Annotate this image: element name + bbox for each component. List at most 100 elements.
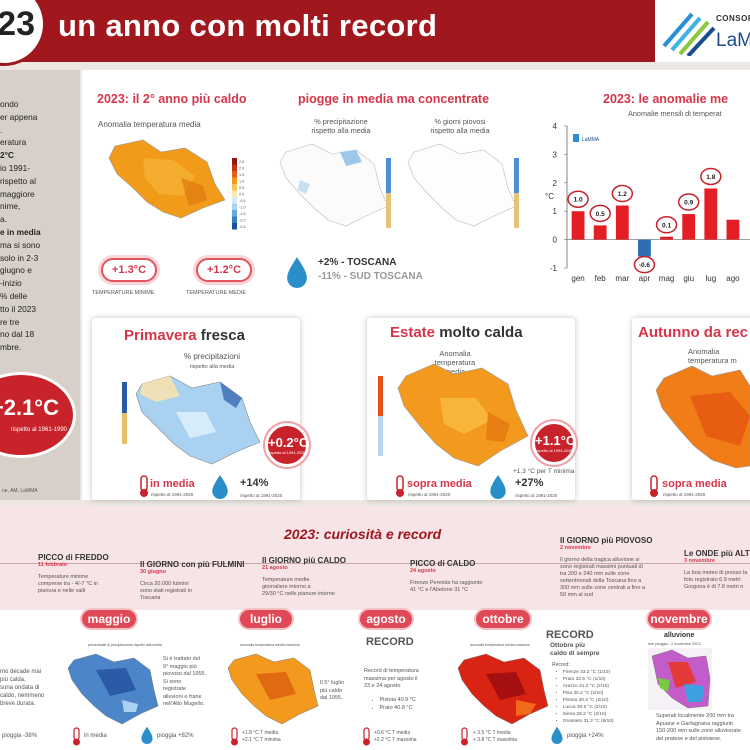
nov-text-line: del pratese e del pistoiese.: [656, 735, 722, 742]
intro-line: .: [0, 124, 3, 135]
july-text-line: Il 5° luglio: [320, 680, 344, 686]
october-station: Siena 29.2 °C (2/10): [556, 711, 614, 718]
rain-scale-2: [514, 158, 519, 228]
august-t1: +0.6 °C T media: [374, 730, 411, 736]
may-text-line: più calda,: [0, 677, 26, 683]
hot-scale-tick: 2.5: [239, 160, 244, 164]
x-tick-label: feb: [595, 274, 607, 283]
autumn-map-label-1: Anomalia: [688, 347, 720, 356]
may-text: mo decade mai più calda, suna ondata di cal…: [0, 668, 44, 708]
october-station: Pisa 30.2 °C (2/10): [556, 690, 614, 697]
logo-lamma: LaMM: [716, 30, 750, 51]
summer-drop-icon: [490, 474, 506, 499]
spring-map-label-2: rispetto alla media: [189, 364, 235, 370]
event-text: Circa 20.000 fulmini sono stati registrat…: [140, 581, 212, 602]
hot-min-pill: +1.3°C: [101, 258, 157, 282]
july-thermometer-icon: [231, 727, 238, 746]
spring-map-label: % precipitazioni rispetto alla media: [170, 352, 254, 372]
event-date: 3 novembre: [684, 558, 715, 564]
spring-title: Primavera fresca: [124, 327, 245, 344]
data-label-bubble: [589, 204, 611, 223]
event-date: 24 agosto: [410, 568, 436, 574]
october-drop-icon: [551, 726, 563, 744]
october-scale-title: anomalia temperatura media massima: [470, 643, 530, 647]
bar: [704, 188, 718, 240]
data-label-bubble: [611, 184, 634, 203]
intro-line: solo in 2-3: [0, 252, 39, 263]
hot-scale-tick: -2.5: [239, 225, 246, 229]
hot-scale-tick: 0.5: [239, 186, 244, 190]
event-text-line: Firenze Peretola ha raggiunto: [410, 580, 483, 586]
event-text-line: Toscana: [140, 595, 161, 601]
hot-med-pill: +1.2°C: [196, 258, 252, 282]
event-text-line: Temperature minime: [38, 574, 89, 580]
y-tick-label: -1: [550, 264, 558, 273]
data-label: 1.2: [618, 191, 627, 198]
data-label-bubble: [633, 255, 656, 274]
may-text2-line: nell'Alto Mugello.: [163, 701, 205, 707]
event-date: 11 febbraio: [38, 562, 68, 568]
may-text-line: suna ondata di: [0, 685, 40, 691]
october-station: Pistoia 30.4 °C (2/10): [556, 697, 614, 704]
anomalies-chart: 4 3 2 1 0 -1 °C LaMMA gen 1.0 feb 0.5 mar 1.2 apr -0.6 m…: [545, 122, 750, 283]
spring-badge-sub: rispetto al 1991-2020: [268, 450, 306, 455]
event-title: Il GIORNO più PIOVOSO: [560, 536, 653, 545]
spring-drop-icon: [212, 474, 228, 499]
hot-med-label: TEMPERATURE MEDIE: [186, 290, 247, 296]
event-text-line: tra 200 e 240 mm sulle zone: [560, 571, 630, 577]
intro-line: a.: [0, 214, 7, 225]
hot-scale-tick: 1.0: [239, 180, 244, 184]
timeline-event: Il GIORNO più CALDO 21 agosto Temperature …: [262, 556, 348, 598]
may-text2-line: registrate: [163, 686, 186, 692]
hot-map-label: Anomalia temperatura media: [98, 120, 201, 129]
autumn-title-a: Autunno: [638, 324, 700, 341]
rain-south: -11% - SUD TOSCANA: [318, 271, 423, 282]
hot-scale-tick: 1.5: [239, 173, 244, 177]
summer-badge: +1.1°C rispetto al 1991-2020: [532, 421, 576, 465]
may-text2-line: Si sono: [163, 678, 182, 685]
intro-line: maggiore: [0, 188, 35, 199]
october-thermometer-icon: [461, 727, 468, 746]
x-tick-label: giu: [683, 274, 694, 283]
timeline-band: [0, 506, 750, 610]
august-stations: Pistoia 40.9 °C Prato 40.8 °C: [372, 696, 416, 712]
summer-status: sopra media: [407, 478, 472, 490]
rain-map2-label-1: % giorni piovosi: [434, 117, 486, 126]
july-temp-map: [227, 653, 319, 725]
may-text-line: breve durata.: [0, 701, 36, 707]
august-text-line: massima per agosto il: [364, 675, 418, 682]
spring-status-sub: rispetto al 1991-2020: [151, 492, 194, 497]
intro-line: io 1991-: [0, 163, 30, 173]
lamma-logo: CONSORZ LaMM: [662, 6, 750, 58]
july-t2: +2.1 °C T minima: [242, 737, 281, 743]
summer-map-label: Anomalia temperatura media: [420, 349, 490, 376]
october-station: Prato 32.5 °C (1/10): [556, 676, 614, 683]
may-text2-line: piovoso dal 1955.: [163, 671, 207, 677]
event-text: Firenze Peretola ha raggiunto 41 °C e l'A…: [410, 580, 488, 594]
page-title: un anno con molti record: [58, 8, 438, 43]
october-station: Firenze 33.2 °C (1/10): [556, 669, 614, 676]
anomalies-title: 2023: le anomalie me: [603, 92, 729, 106]
event-text-line: La boa meteo di presso la: [684, 570, 748, 576]
october-t1: + 3.5 °C T media: [473, 730, 511, 736]
intro-line: er appena: [0, 111, 38, 122]
data-label: 0.5: [596, 211, 605, 218]
data-label-bubble: [700, 167, 722, 186]
y-tick-label: 2: [553, 179, 558, 188]
intro-line: no dal 18: [0, 329, 35, 340]
intro-line: % delle: [0, 291, 28, 301]
spring-badge-value: +0.2°C: [268, 435, 309, 450]
nov-text-line: 150-200 mm sulle zone alluvionate: [656, 728, 741, 734]
timeline-event: Il GIORNO con più FULMINI 30 giugno Circa …: [140, 560, 244, 602]
tuscany-temp-map: [108, 139, 226, 219]
july-text-line: più caldo: [320, 687, 343, 694]
total-anomaly-value: +2.1°C: [0, 395, 59, 420]
may-text2-line: alluvioni e frane: [163, 693, 202, 700]
october-record: RECORD: [546, 629, 594, 641]
y-tick-label: 3: [553, 150, 558, 159]
event-title: Il GIORNO più CALDO: [262, 556, 346, 565]
august-station: Prato 40.8 °C: [372, 704, 416, 712]
summer-title-a: Estate: [390, 324, 436, 341]
bar: [726, 219, 740, 240]
rain-map2-label-2: rispetto alla media: [430, 126, 490, 135]
